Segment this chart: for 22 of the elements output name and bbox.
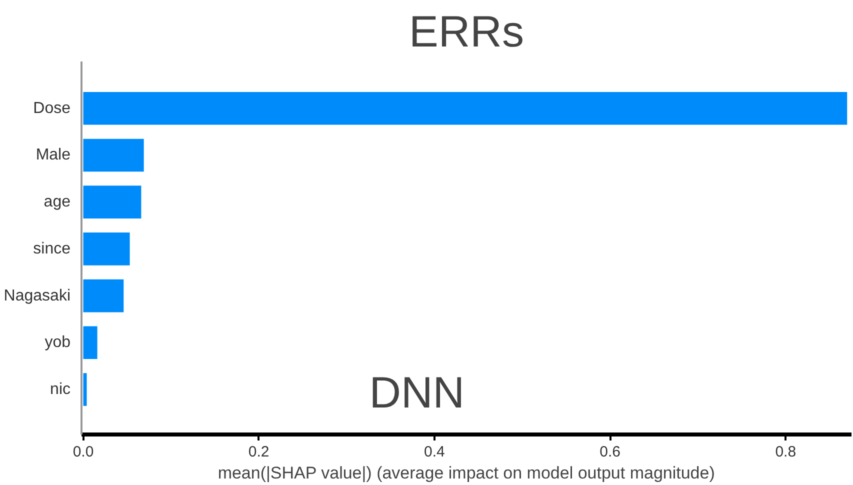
y-tick-label: Male [36,146,71,164]
y-tick-label: age [44,194,71,211]
bar [83,138,144,172]
annotation: DNN [369,368,465,418]
x-tick-label: 0.6 [600,444,620,460]
y-tick-label: since [33,240,71,258]
y-tick-label: yob [44,334,71,352]
bar [83,232,130,266]
x-tick-label: 0.8 [775,444,796,460]
y-tick-label: Dose [33,100,71,117]
bar [83,279,124,312]
y-tick-label: nic [50,381,70,398]
bar [83,373,87,406]
x-tick-label: 0.4 [424,444,445,460]
bar [83,186,142,218]
bar [83,92,848,125]
y-tick-label: Nagasaki [4,287,70,304]
x-tick-label: 0.0 [72,444,94,460]
x-axis-title: mean(|SHAP value|) (average impact on model output magnitude) [218,464,715,482]
x-tick-label: 0.2 [248,444,270,460]
bar [83,326,98,360]
chart-title: ERRs [409,8,524,56]
